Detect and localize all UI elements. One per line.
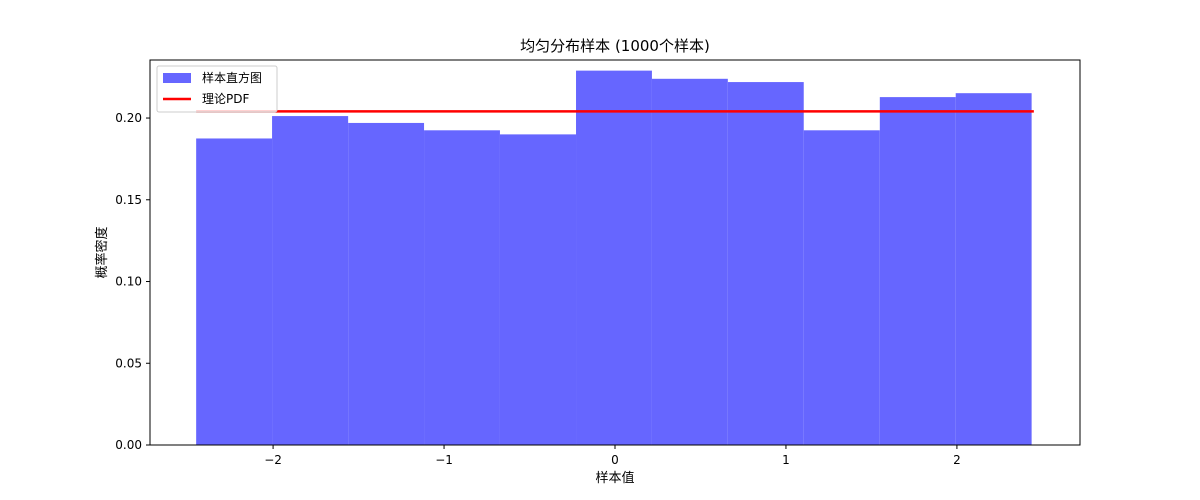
histogram-bars	[196, 70, 1032, 446]
histogram-bar	[499, 134, 577, 446]
histogram-bar	[576, 70, 652, 445]
histogram-bar	[803, 130, 880, 445]
y-tick-label: 0.15	[115, 193, 142, 207]
histogram-bar	[955, 93, 1032, 446]
y-axis-label: 概率密度	[94, 226, 110, 278]
legend-label-pdf: 理论PDF	[202, 92, 249, 106]
legend-swatch-histogram	[163, 73, 191, 83]
x-tick-label: 2	[953, 453, 961, 467]
histogram-bar	[879, 97, 956, 445]
y-tick-label: 0.00	[115, 438, 142, 452]
y-tick-label: 0.10	[115, 275, 142, 289]
histogram-bar	[727, 82, 804, 445]
histogram-bar	[424, 130, 500, 445]
x-tick-label: 1	[782, 453, 790, 467]
x-axis-label: 样本值	[595, 470, 634, 486]
x-tick-label: 0	[611, 453, 619, 467]
histogram-bar	[196, 138, 273, 445]
histogram-bar	[651, 78, 728, 446]
histogram-bar	[272, 116, 349, 445]
x-tick-label: −1	[435, 453, 453, 467]
chart-title: 均匀分布样本 (1000个样本)	[520, 37, 710, 55]
legend: 样本直方图 理论PDF	[156, 65, 278, 113]
y-tick-label: 0.20	[115, 111, 142, 125]
x-tick-label: −2	[264, 453, 282, 467]
y-axis: 0.00 0.05 0.10 0.15 0.20	[115, 111, 150, 452]
histogram-bar	[348, 122, 425, 445]
x-axis: −2 −1 0 1 2	[264, 445, 961, 467]
legend-label-histogram: 样本直方图	[202, 70, 262, 85]
y-tick-label: 0.05	[115, 356, 142, 370]
